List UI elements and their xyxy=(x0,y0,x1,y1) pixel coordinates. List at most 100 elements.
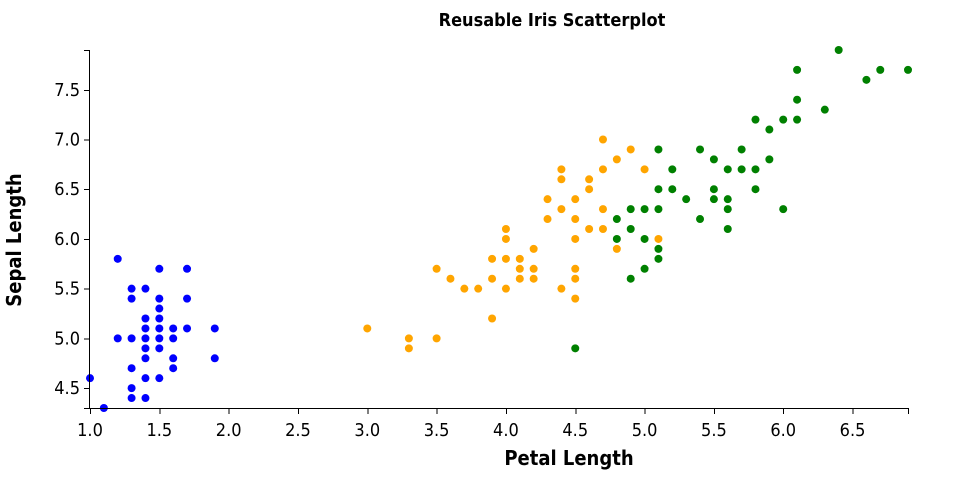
data-point xyxy=(557,284,566,293)
y-tick-label: 7.5 xyxy=(54,80,80,101)
data-point xyxy=(404,334,413,343)
data-point xyxy=(183,324,192,333)
chart-title: Reusable Iris Scatterplot xyxy=(439,10,666,31)
data-point xyxy=(654,205,663,214)
data-point xyxy=(779,205,788,214)
data-point xyxy=(488,314,497,323)
data-point xyxy=(696,145,705,154)
data-point xyxy=(557,205,566,214)
data-point xyxy=(765,125,774,134)
data-point xyxy=(598,135,607,144)
x-tick-label: 3.0 xyxy=(354,420,380,441)
data-point xyxy=(557,175,566,184)
data-point xyxy=(862,75,871,84)
data-point xyxy=(612,234,621,243)
data-point xyxy=(904,65,912,74)
data-point xyxy=(183,294,192,303)
data-point xyxy=(612,155,621,164)
data-point xyxy=(612,215,621,224)
x-tick-label: 3.5 xyxy=(424,420,450,441)
data-point xyxy=(668,165,677,174)
data-point xyxy=(571,195,580,204)
data-point xyxy=(127,334,136,343)
data-point xyxy=(155,314,164,323)
data-point xyxy=(709,195,718,204)
data-point xyxy=(640,205,649,214)
x-tick-label: 2.5 xyxy=(285,420,311,441)
data-point xyxy=(543,195,552,204)
x-tick-label: 4.0 xyxy=(493,420,519,441)
data-point xyxy=(155,294,164,303)
data-point xyxy=(488,254,497,263)
data-point xyxy=(793,95,802,104)
data-point xyxy=(515,264,524,273)
y-tick-label: 6.5 xyxy=(54,179,80,200)
data-point xyxy=(432,264,441,273)
y-axis: 4.5 5.0 5.5 6.0 6.5 7.0 7.5 xyxy=(54,50,90,409)
data-point xyxy=(737,145,746,154)
data-point xyxy=(155,264,164,273)
data-point xyxy=(668,185,677,194)
y-tick-label: 5.0 xyxy=(54,328,80,349)
data-point xyxy=(155,344,164,353)
data-point xyxy=(640,165,649,174)
data-point xyxy=(696,215,705,224)
x-tick-label: 1.5 xyxy=(146,420,172,441)
data-point xyxy=(183,264,192,273)
data-point xyxy=(626,225,635,233)
data-point xyxy=(460,284,469,293)
data-point xyxy=(820,105,829,114)
data-point xyxy=(654,244,663,253)
data-point xyxy=(141,324,150,333)
data-point xyxy=(169,334,178,343)
data-point xyxy=(571,215,580,224)
data-point xyxy=(529,264,538,273)
data-point xyxy=(737,165,746,174)
data-point xyxy=(141,394,150,403)
data-point xyxy=(113,254,122,263)
data-point xyxy=(432,334,441,343)
data-point xyxy=(626,145,635,154)
data-point xyxy=(571,234,580,243)
data-point xyxy=(640,234,649,243)
y-tick-label: 6.0 xyxy=(54,229,80,250)
data-point xyxy=(501,284,510,293)
data-point xyxy=(765,155,774,164)
y-tick-label: 4.5 xyxy=(54,378,80,399)
data-point xyxy=(155,374,164,383)
data-point xyxy=(155,304,164,313)
data-point xyxy=(612,244,621,253)
data-point xyxy=(127,384,136,393)
x-tick-label: 6.0 xyxy=(770,420,796,441)
data-point xyxy=(598,225,607,233)
data-point xyxy=(598,205,607,214)
data-point xyxy=(446,274,455,283)
scatter-marks xyxy=(86,46,912,412)
data-point xyxy=(515,274,524,283)
data-point xyxy=(654,234,663,243)
data-point xyxy=(779,115,788,124)
data-point xyxy=(598,165,607,174)
data-point xyxy=(723,225,732,233)
data-point xyxy=(751,115,760,124)
data-point xyxy=(709,155,718,164)
data-point xyxy=(501,234,510,243)
data-point xyxy=(127,394,136,403)
data-point xyxy=(571,294,580,303)
data-point xyxy=(557,165,566,174)
data-point xyxy=(585,175,594,184)
data-point xyxy=(793,115,802,124)
data-point xyxy=(210,354,219,363)
x-axis: 1.0 1.5 2.0 2.5 3.0 3.5 4.0 4.5 5.0 5.5 6.0 6.5 xyxy=(77,408,909,441)
x-tick-label: 2.0 xyxy=(216,420,242,441)
data-point xyxy=(654,254,663,263)
data-point xyxy=(113,334,122,343)
data-point xyxy=(793,65,802,74)
data-point xyxy=(169,354,178,363)
data-point xyxy=(155,334,164,343)
data-point xyxy=(571,274,580,283)
data-point xyxy=(127,364,136,373)
data-point xyxy=(723,195,732,204)
data-point xyxy=(501,254,510,263)
